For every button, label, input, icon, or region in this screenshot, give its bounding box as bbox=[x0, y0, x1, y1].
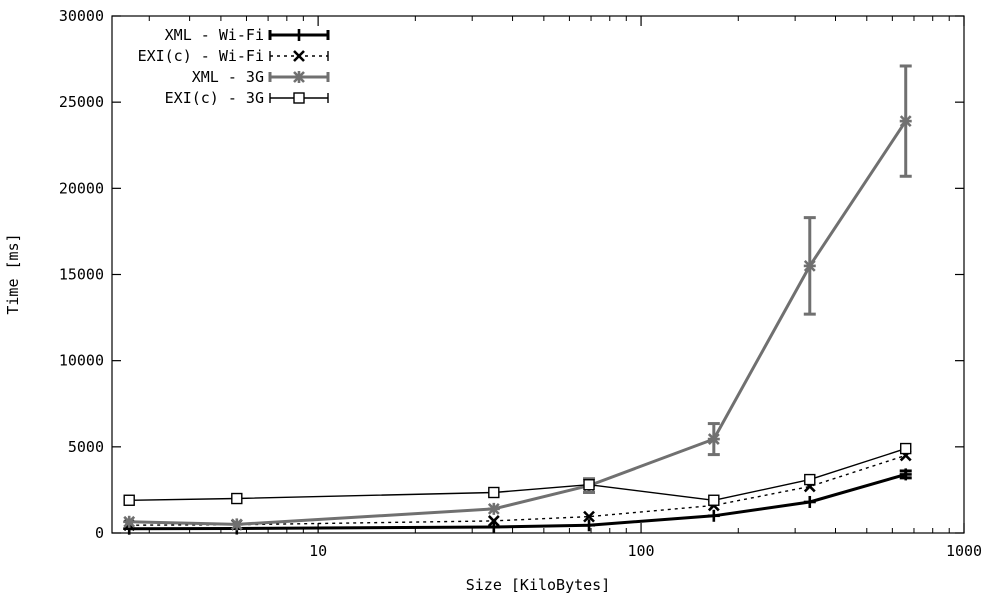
y-tick-label: 30000 bbox=[59, 7, 104, 25]
y-tick-label: 5000 bbox=[68, 438, 104, 456]
square-marker bbox=[293, 92, 305, 104]
star-marker bbox=[707, 433, 720, 445]
square-marker bbox=[583, 479, 595, 491]
square-marker bbox=[708, 494, 720, 506]
y-tick-label: 25000 bbox=[59, 93, 104, 111]
star-marker bbox=[899, 115, 912, 128]
star-marker bbox=[487, 502, 500, 515]
star-marker bbox=[123, 515, 136, 528]
series-layer bbox=[123, 64, 912, 535]
legend-entry-3: XML - 3G bbox=[192, 68, 330, 86]
series-3 bbox=[123, 64, 912, 531]
legend-label: XML - Wi-Fi bbox=[165, 26, 264, 44]
legend-entry-4: EXI(c) - 3G bbox=[165, 89, 329, 107]
y-tick-label: 15000 bbox=[59, 266, 104, 284]
y-axis-label: Time [ms] bbox=[4, 233, 22, 314]
series-line bbox=[129, 120, 907, 526]
square-marker bbox=[231, 492, 243, 505]
square-marker bbox=[488, 486, 500, 499]
star-marker bbox=[803, 259, 816, 272]
star-marker bbox=[293, 71, 305, 83]
legend-entry-2: EXI(c) - Wi-Fi bbox=[138, 47, 329, 65]
legend-label: EXI(c) - Wi-Fi bbox=[138, 47, 264, 65]
x-tick-label: 10 bbox=[309, 542, 327, 560]
cross-marker bbox=[293, 50, 305, 62]
cross-marker bbox=[487, 515, 500, 527]
series-4 bbox=[123, 442, 912, 506]
legend-label: XML - 3G bbox=[192, 68, 264, 86]
y-tick-label: 0 bbox=[95, 524, 104, 542]
legend-label: EXI(c) - 3G bbox=[165, 89, 264, 107]
square-marker bbox=[804, 473, 816, 486]
cross-marker bbox=[583, 510, 595, 523]
legend: XML - Wi-Fi EXI(c) - Wi-Fi XML - 3G EXI(c) … bbox=[138, 26, 330, 107]
x-axis-label: Size [KiloBytes] bbox=[466, 576, 611, 594]
y-tick-label: 20000 bbox=[59, 179, 104, 197]
legend-entry-1: XML - Wi-Fi bbox=[165, 26, 330, 44]
y-tick-label: 10000 bbox=[59, 352, 104, 370]
axes: 0 5000 10000 15000 20000 25000 30000 10 100 1000 bbox=[59, 7, 982, 560]
series-line bbox=[129, 447, 906, 501]
x-tick-label: 1000 bbox=[946, 542, 982, 560]
series-line bbox=[129, 472, 907, 531]
x-tick-label: 100 bbox=[628, 542, 655, 560]
star-marker bbox=[230, 518, 243, 531]
square-marker bbox=[900, 442, 912, 455]
square-marker bbox=[123, 494, 135, 506]
